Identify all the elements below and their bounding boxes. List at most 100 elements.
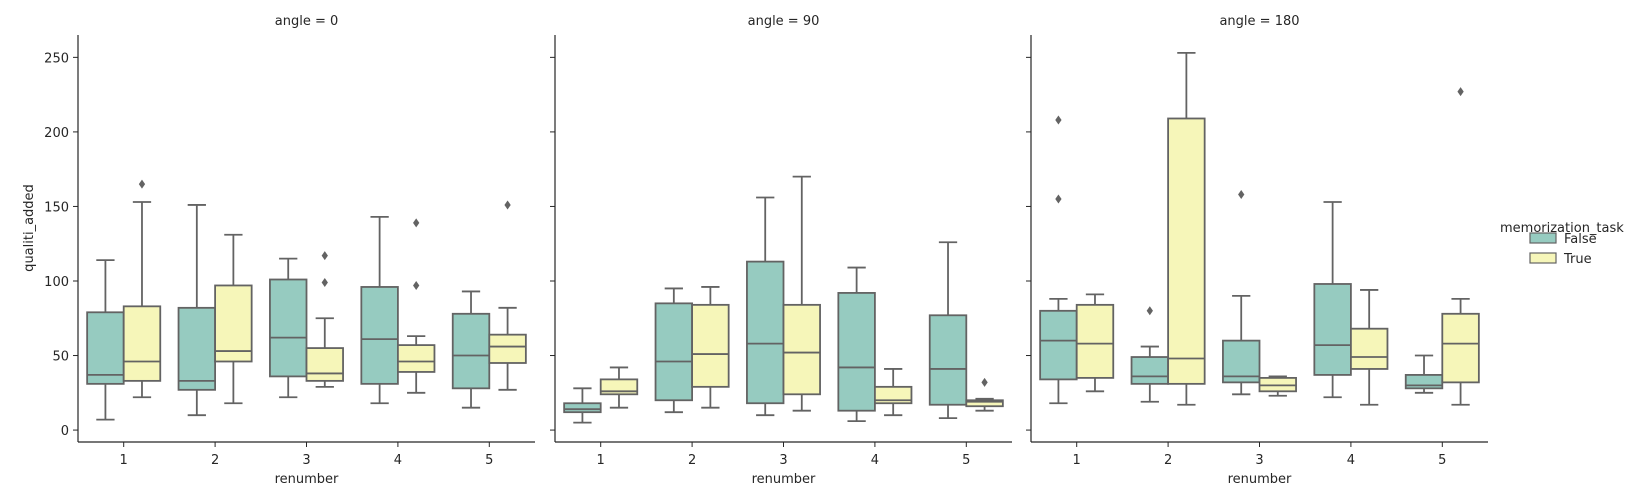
box-iqr xyxy=(1350,327,1389,370)
box-iqr xyxy=(928,314,968,406)
x-axis-label: renumber xyxy=(275,472,339,487)
x-tick-label: 3 xyxy=(1255,453,1263,468)
box-iqr xyxy=(305,347,344,382)
x-axis-label: renumber xyxy=(752,472,816,487)
outlier-marker xyxy=(138,179,146,189)
box-iqr xyxy=(965,399,1004,408)
box-iqr xyxy=(177,306,216,391)
box-iqr xyxy=(691,303,730,388)
box-iqr xyxy=(837,292,876,412)
y-tick-label: 200 xyxy=(44,126,69,141)
box-renumber-1-true xyxy=(1075,293,1115,393)
x-tick-label: 4 xyxy=(871,453,879,468)
x-tick-label: 5 xyxy=(485,453,493,468)
facet-title: angle = 90 xyxy=(748,14,820,29)
box-iqr xyxy=(451,312,491,390)
outlier-marker xyxy=(321,277,328,287)
box-renumber-4-true xyxy=(874,368,913,417)
box-iqr xyxy=(746,260,785,405)
box-iqr xyxy=(563,402,602,414)
x-tick-label: 1 xyxy=(120,453,128,468)
y-tick-label: 0 xyxy=(61,424,69,439)
y-tick-label: 150 xyxy=(44,200,69,215)
box-iqr xyxy=(1130,356,1170,385)
box-iqr xyxy=(214,284,253,363)
box-iqr xyxy=(874,385,913,405)
box-renumber-5-false xyxy=(928,241,968,420)
legend-title: memorization_task xyxy=(1500,221,1624,236)
y-tick-label: 50 xyxy=(52,350,69,365)
x-tick-label: 5 xyxy=(1438,453,1446,468)
box-renumber-3-true xyxy=(1258,375,1297,397)
box-renumber-1-false xyxy=(563,387,602,424)
y-tick-label: 100 xyxy=(44,275,69,290)
facet-3: angle = 180 1 2 3 4 5 renumber xyxy=(1026,14,1488,487)
outlier-marker xyxy=(504,200,511,210)
box-renumber-2-true xyxy=(214,233,253,405)
box-iqr xyxy=(122,305,162,382)
box-renumber-2-false xyxy=(177,204,216,417)
x-tick-label: 5 xyxy=(962,453,970,468)
outlier-marker xyxy=(981,377,988,387)
x-tick-label: 4 xyxy=(1347,453,1355,468)
box-renumber-2-false xyxy=(1130,306,1170,403)
box-renumber-4-false xyxy=(1313,201,1352,399)
box-iqr xyxy=(1441,312,1480,384)
box-iqr xyxy=(1039,309,1078,381)
box-renumber-4-true xyxy=(1350,289,1389,406)
x-tick-label: 2 xyxy=(211,453,219,468)
outlier-marker xyxy=(1055,115,1062,125)
box-iqr xyxy=(86,311,125,385)
legend-label-true: True xyxy=(1563,252,1592,267)
outlier-marker xyxy=(413,280,420,290)
legend-swatch-false xyxy=(1529,232,1557,244)
box-iqr xyxy=(782,303,821,396)
box-renumber-5-true xyxy=(488,200,527,391)
box-renumber-4-false xyxy=(360,215,399,405)
outlier-marker xyxy=(1238,190,1245,200)
box-renumber-4-true xyxy=(396,218,436,394)
facet-title: angle = 0 xyxy=(275,14,339,29)
box-renumber-4-false xyxy=(837,266,876,423)
legend-swatch-true xyxy=(1529,252,1557,264)
x-tick-label: 1 xyxy=(1073,453,1081,468)
box-iqr xyxy=(1167,117,1206,385)
x-tick-label: 4 xyxy=(394,453,402,468)
box-renumber-2-false xyxy=(654,287,693,414)
legend-items: False True xyxy=(1529,232,1597,267)
x-tick-label: 1 xyxy=(597,453,605,468)
box-renumber-1-true xyxy=(599,366,639,409)
box-renumber-3-false xyxy=(1222,190,1261,396)
outlier-marker xyxy=(413,218,420,228)
box-renumber-5-true xyxy=(1441,87,1480,406)
box-renumber-3-false xyxy=(269,257,308,399)
x-axis-label: renumber xyxy=(1228,472,1292,487)
x-tick-label: 2 xyxy=(1164,453,1172,468)
outlier-marker xyxy=(1146,306,1153,316)
box-renumber-3-true xyxy=(305,251,344,388)
outlier-marker xyxy=(321,251,328,261)
x-tick-label: 3 xyxy=(779,453,787,468)
x-tick-label: 2 xyxy=(688,453,696,468)
box-iqr xyxy=(1404,374,1444,390)
facet-title: angle = 180 xyxy=(1219,14,1299,29)
box-renumber-3-true xyxy=(782,175,821,412)
box-renumber-1-false xyxy=(86,259,125,421)
outlier-marker xyxy=(1457,87,1464,97)
box-renumber-5-false xyxy=(451,290,491,409)
box-renumber-1-false xyxy=(1039,115,1078,405)
box-iqr xyxy=(269,278,308,378)
box-renumber-1-true xyxy=(122,179,162,399)
box-renumber-3-false xyxy=(746,196,785,417)
outlier-marker xyxy=(1055,194,1062,204)
legend-label-false: False xyxy=(1564,232,1597,247)
box-renumber-5-false xyxy=(1404,354,1444,394)
box-iqr xyxy=(1075,303,1115,379)
box-renumber-2-true xyxy=(691,286,730,409)
box-iqr xyxy=(1313,283,1352,376)
facet-2: angle = 90 1 2 3 4 5 renumber xyxy=(550,14,1012,487)
box-iqr xyxy=(1222,339,1261,384)
x-tick-label: 3 xyxy=(302,453,310,468)
